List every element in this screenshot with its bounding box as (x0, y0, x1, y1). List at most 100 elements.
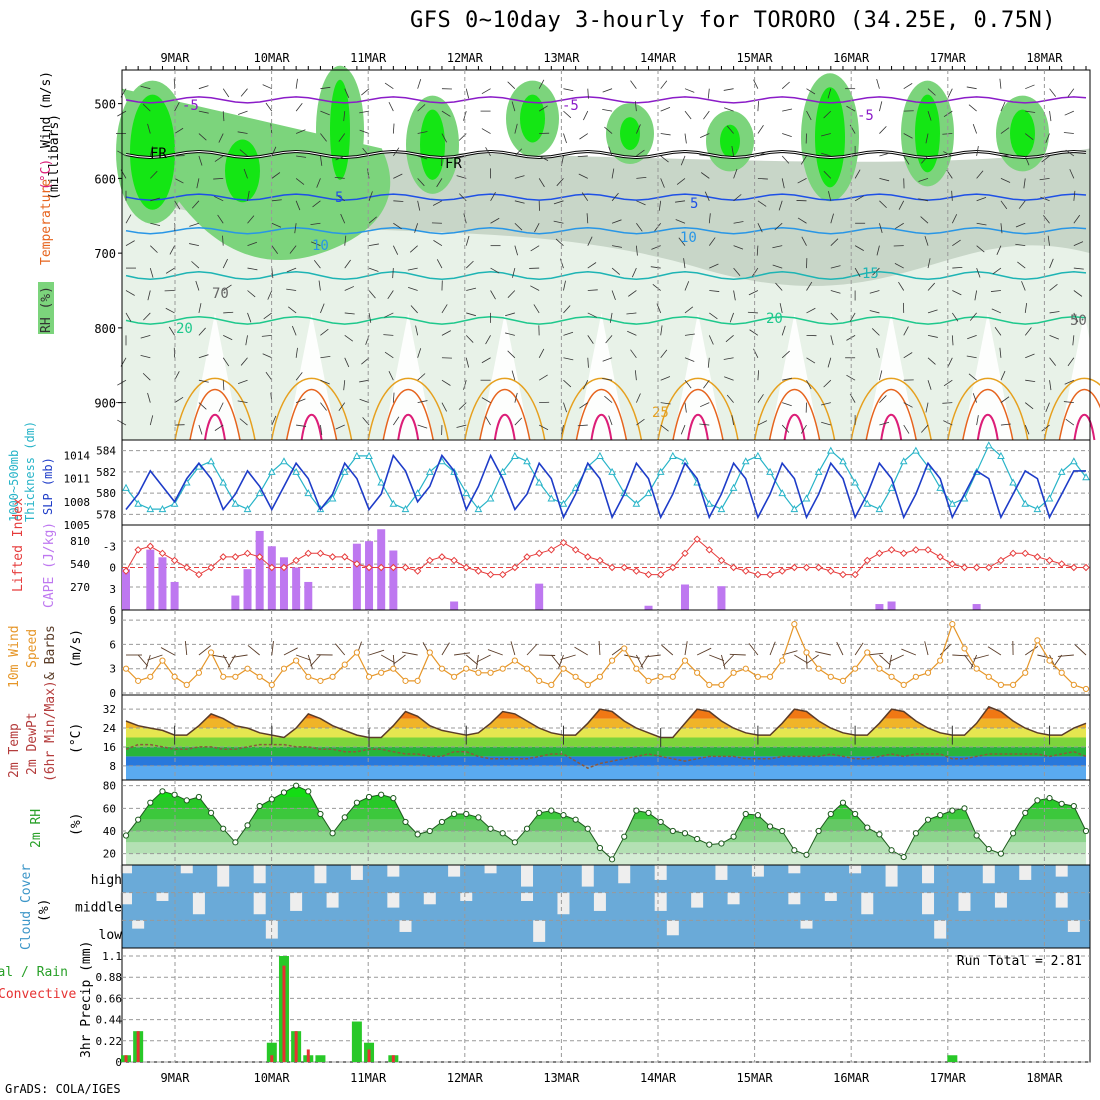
wind10-barb (987, 646, 1002, 656)
wind10-barb (924, 641, 929, 656)
wind-barb (1073, 214, 1081, 224)
thickness-marker (936, 483, 945, 491)
wind-barb (1025, 110, 1036, 113)
wind-barb (417, 348, 422, 358)
wind-barb (778, 200, 783, 211)
rh2m-marker (365, 793, 373, 801)
wind-barb (320, 133, 327, 142)
wind-barb (198, 85, 209, 90)
temp2m-tick: 8 (109, 760, 116, 773)
wind-barb (703, 379, 710, 389)
thickness-marker (826, 446, 835, 454)
wind-barb (538, 178, 545, 188)
wind-barb (320, 110, 330, 116)
wind10-barb (1053, 654, 1063, 668)
wind10-barb (160, 647, 175, 656)
thickness-marker (340, 467, 349, 475)
thickness-marker (304, 489, 313, 497)
temp-contour-30 (479, 389, 531, 441)
li-marker (1021, 549, 1029, 558)
wind-barb (174, 127, 184, 134)
wind-barb (921, 424, 929, 433)
wind10-marker (937, 657, 944, 664)
wind10-marker (159, 657, 166, 664)
wind-barb (757, 177, 768, 180)
wind-barb (563, 110, 572, 119)
wind-barb (757, 394, 764, 403)
cloud-clear-cell (994, 892, 1007, 908)
thickness-marker (608, 467, 616, 475)
wind-barb (823, 170, 832, 179)
wind-barb (731, 415, 734, 426)
li-label: Lifted Index (11, 498, 26, 592)
slp-tick: 1008 (64, 496, 91, 509)
wind-barb (507, 350, 516, 359)
wind-barb (1000, 223, 1003, 234)
wind10-marker (584, 681, 591, 689)
wind-barb (507, 290, 516, 298)
wind-barb (626, 312, 637, 315)
date-label-bottom: 18MAR (1026, 1071, 1063, 1085)
rh2m-marker (912, 830, 919, 837)
wind-barb (247, 215, 255, 224)
wind-barb (1000, 396, 1010, 403)
rh2m-marker (341, 814, 348, 821)
wind-barb (1067, 357, 1075, 367)
wind-barb (821, 402, 831, 406)
wind-barb (320, 355, 331, 359)
wind-barb (512, 267, 516, 278)
wind10-marker (912, 673, 919, 680)
li-marker (389, 563, 398, 572)
wind-barb (683, 258, 686, 269)
wind10-barb (748, 643, 759, 656)
wind-barb (898, 281, 905, 291)
wind-barb (265, 102, 273, 112)
li-marker (863, 556, 871, 565)
wind10-marker (621, 645, 628, 652)
wind-barb (879, 395, 887, 403)
wind10-marker (207, 649, 215, 656)
rh2m-marker (293, 782, 300, 789)
precip-tick: 0 (115, 1056, 122, 1069)
wind10-marker (365, 673, 373, 680)
contour-label: 70 (212, 286, 229, 302)
rh2m-marker (1009, 830, 1017, 837)
wind10-barb (1057, 654, 1074, 657)
wind-barb (733, 267, 741, 276)
rh2m-marker (961, 805, 968, 812)
upper-yaxis-label: (millibars) (47, 114, 62, 200)
li-marker (426, 556, 434, 565)
wind-barb (466, 287, 477, 291)
legend-rh: RH (%) (39, 286, 54, 333)
wind-barb (344, 259, 351, 269)
wind-barb (465, 235, 470, 246)
wind10-barb (815, 651, 831, 656)
wind-barb (237, 131, 248, 134)
thickness-marker (511, 451, 519, 459)
wind-barb (295, 129, 306, 134)
wind-barb (1018, 200, 1026, 209)
li-marker (936, 553, 944, 561)
wind-barb (247, 241, 258, 247)
wind-barb (563, 379, 572, 388)
wind-barb (563, 133, 567, 144)
wind10-barb (854, 642, 864, 656)
wind-barb (286, 267, 297, 273)
thickness-marker (863, 499, 872, 507)
wind10-marker (280, 665, 288, 672)
wind-barb (879, 421, 890, 426)
temp-band (126, 706, 1086, 710)
rh2m-marker (1022, 809, 1029, 816)
wind-barb (563, 331, 574, 336)
cape-tick: 810 (70, 535, 90, 548)
thickness-marker (1070, 457, 1078, 465)
wind10-marker (900, 681, 907, 689)
wind-barb (481, 357, 491, 364)
wind10-barb (560, 654, 576, 660)
wind-barb (417, 155, 428, 160)
wind10-barb (879, 654, 891, 666)
wind-barb (823, 379, 832, 388)
wind10-barb (295, 654, 312, 661)
cloud-clear-cell (387, 892, 400, 908)
thickness-marker (1021, 499, 1030, 507)
